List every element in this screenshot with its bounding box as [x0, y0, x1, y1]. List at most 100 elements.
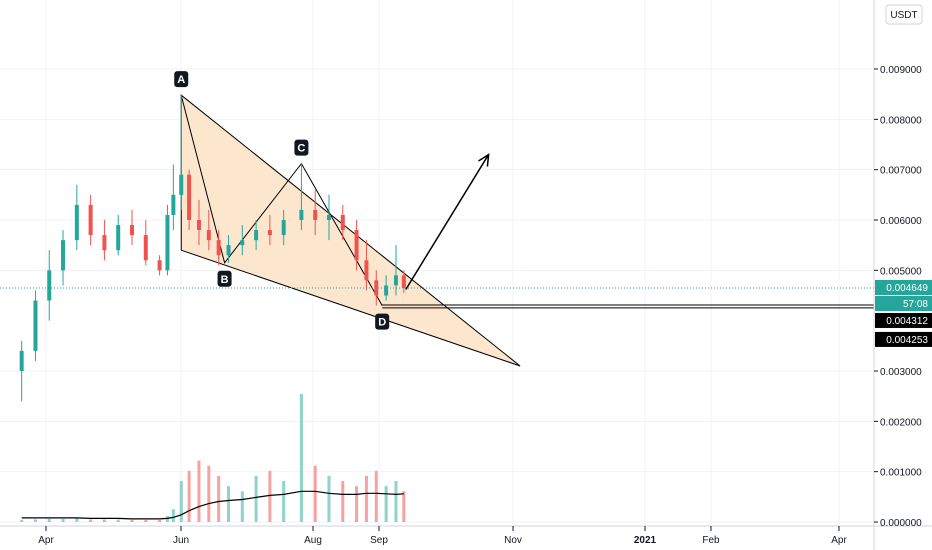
price-badge-label: 0.004649 [886, 283, 928, 294]
volume-bar [207, 465, 211, 522]
volume-bar [89, 519, 93, 522]
x-tick-label: Feb [702, 535, 720, 546]
candle-body [157, 260, 162, 271]
grid [0, 0, 874, 526]
candle-body [19, 350, 24, 371]
price-badge-label: 0.004312 [886, 316, 928, 327]
point-label-A: A [177, 74, 185, 86]
point-label-bg [174, 71, 189, 88]
currency-button[interactable]: USDT [885, 4, 923, 25]
candle-body [187, 174, 192, 220]
candle-body [116, 225, 121, 251]
falling-wedge-shape [180, 94, 521, 367]
volume-bar [282, 481, 286, 522]
pattern-point-labels: A B C D [174, 71, 390, 330]
y-tick-label: 0.002000 [880, 417, 922, 428]
volume-bar [179, 481, 183, 522]
price-badge-label: 57:08 [903, 299, 928, 310]
candle-body [374, 280, 379, 296]
price-badge [875, 312, 932, 328]
candle-body [143, 235, 148, 261]
candle-body [102, 235, 107, 251]
arrow-head [478, 153, 490, 167]
y-axis-ticks: 0.000000 0.001000 0.002000 0.003000 0.005000… [874, 65, 922, 529]
volume-bar [355, 486, 359, 522]
candle-body [267, 230, 272, 236]
volume-bar [341, 481, 345, 522]
candle-body [364, 260, 369, 281]
candle-body [313, 209, 318, 220]
price-badge-label: 0.004253 [886, 335, 928, 346]
candle-body [88, 204, 93, 236]
arrow-shaft [405, 154, 490, 290]
volume-bar [327, 475, 331, 522]
point-label-B: B [221, 274, 229, 286]
candle-body [401, 275, 406, 289]
volume-bars [20, 394, 406, 522]
volume-bar [394, 481, 398, 522]
volume-bar [158, 519, 162, 522]
point-label-bg [294, 139, 309, 156]
volume-bar [313, 465, 317, 522]
y-tick-label: 0.003000 [880, 367, 922, 378]
candle-body [240, 240, 245, 246]
volume-bar [187, 470, 191, 522]
candle-body [206, 230, 211, 241]
x-tick-label: Aug [304, 535, 322, 546]
volume-bar [144, 519, 148, 522]
volume-bar [197, 460, 201, 522]
volume-bar [384, 486, 388, 522]
x-axis-ticks: Apr Jun Aug Sep Nov 2021 Feb Apr [38, 526, 847, 546]
volume-bar [116, 519, 120, 522]
candle-body [226, 245, 231, 256]
x-tick-label: Nov [504, 535, 522, 546]
volume-bar [102, 519, 106, 522]
candle-body [33, 300, 38, 351]
volume-bar [61, 518, 65, 522]
volume-bar [171, 509, 175, 522]
candle-body [384, 285, 389, 296]
volume-bar [227, 486, 231, 522]
candle-body [354, 230, 359, 261]
volume-bar [268, 470, 272, 522]
abcd-zigzag-line [180, 95, 383, 306]
volume-bar [374, 470, 378, 522]
candlesticks [19, 95, 406, 402]
volume-bar [20, 519, 24, 522]
candle-body [281, 220, 286, 236]
x-tick-label: 2021 [634, 535, 657, 546]
price-badge [875, 280, 932, 296]
candle-body [171, 194, 176, 215]
point-label-bg [375, 313, 390, 330]
candle-body [216, 240, 221, 256]
point-label-C: C [297, 143, 305, 155]
candle-body [129, 225, 134, 236]
volume-bar [240, 491, 244, 522]
volume-bar [217, 475, 221, 522]
volume-bar [402, 491, 406, 522]
x-tick-label: Apr [38, 535, 54, 546]
candle-body [47, 270, 52, 301]
candle-body [326, 214, 331, 220]
candle-body [254, 230, 259, 241]
y-tick-label: 0.006000 [880, 216, 922, 227]
y-tick-label: 0.009000 [880, 65, 922, 76]
price-badges: 0.004649 57:08 0.004312 0.004253 [875, 280, 932, 347]
volume-bar [33, 519, 37, 522]
volume-bar [254, 475, 258, 522]
candle-body [299, 209, 304, 220]
horizontal-levels [382, 304, 874, 309]
candle-body [196, 220, 201, 231]
x-tick-label: Sep [370, 535, 388, 546]
y-tick-label: 0.007000 [880, 166, 922, 177]
y-tick-label: 0.008000 [880, 115, 922, 126]
candle-body [340, 214, 345, 231]
price-badge [875, 331, 932, 347]
volume-bar [364, 475, 368, 522]
candle-body [165, 214, 170, 271]
y-tick-label: 0.005000 [880, 266, 922, 277]
currency-label: USDT [890, 10, 917, 21]
candle-body [179, 174, 184, 195]
